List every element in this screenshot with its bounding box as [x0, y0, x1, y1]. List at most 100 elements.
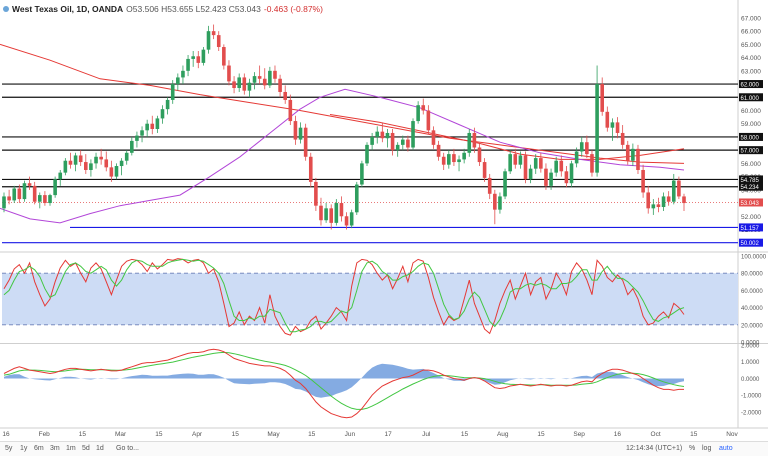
- timeframe-1m[interactable]: 1m: [66, 445, 76, 452]
- candle-body: [671, 180, 676, 202]
- candle-body: [252, 76, 257, 83]
- timeframe-5y[interactable]: 5y: [5, 445, 13, 452]
- candle-body: [63, 160, 68, 173]
- candle-body: [78, 155, 83, 163]
- candle-body: [58, 172, 63, 180]
- candle-body: [477, 147, 482, 163]
- candle-body: [170, 84, 175, 100]
- candle-body: [303, 127, 308, 157]
- price-tick-label: 65.000: [741, 42, 761, 49]
- price-tick-label: 64.000: [741, 55, 761, 62]
- candle-body: [237, 77, 241, 89]
- timeframe-5d[interactable]: 5d: [82, 445, 90, 452]
- timeframe-6m[interactable]: 6m: [34, 445, 44, 452]
- candle-body: [145, 123, 149, 131]
- time-tick-label: 15: [155, 431, 163, 438]
- stoch-k-line: [3, 258, 685, 336]
- candle-body: [32, 185, 37, 202]
- candle-body: [590, 154, 594, 173]
- macd-tick-label: 2.0000: [741, 344, 760, 350]
- candle-body: [549, 172, 553, 186]
- candle-body: [2, 196, 6, 209]
- symbol-title[interactable]: West Texas Oil, 1D, OANDA: [12, 4, 124, 14]
- candle-body: [216, 35, 221, 48]
- candle-body: [452, 154, 456, 163]
- candle-body: [682, 196, 686, 204]
- level-label-box: [739, 132, 763, 141]
- candle-body: [150, 123, 155, 129]
- candle-body: [308, 156, 313, 182]
- time-tick-label: Nov: [726, 431, 738, 438]
- auto-scale-toggle[interactable]: auto: [719, 445, 733, 452]
- time-tick-label: 15: [308, 431, 316, 438]
- timeframe-1d[interactable]: 1d: [96, 445, 104, 452]
- macd-histogram: [4, 363, 684, 398]
- candle-body: [585, 142, 589, 155]
- candle-body: [119, 160, 124, 167]
- candle-body: [416, 105, 420, 122]
- candle-body: [53, 179, 57, 196]
- candle-body: [472, 132, 477, 148]
- last-price-tag: [739, 198, 763, 207]
- time-tick-label: 15: [537, 431, 545, 438]
- candle-body: [27, 183, 32, 186]
- price-change: -0.463 (-0.87%): [263, 4, 323, 14]
- candle-body: [467, 132, 472, 153]
- candle-body: [89, 163, 93, 170]
- timeframe-3m[interactable]: 3m: [50, 445, 60, 452]
- candle-body: [160, 109, 165, 119]
- candle-body: [268, 70, 272, 86]
- candle-body: [360, 163, 364, 185]
- level-label-box: [739, 182, 763, 191]
- time-tick-label: Sep: [573, 431, 585, 438]
- candle-body: [666, 196, 671, 202]
- clock-timezone[interactable]: 12:14:34 (UTC+1): [626, 445, 683, 452]
- macd-tick-label: -2.0000: [741, 410, 762, 416]
- candle-body: [390, 132, 395, 151]
- candle-body: [380, 131, 385, 139]
- time-tick-label: 15: [461, 431, 469, 438]
- level-label-box: [739, 175, 763, 184]
- go-to-date-button[interactable]: Go to...: [116, 445, 139, 452]
- chart-canvas[interactable]: 67.000 66.000 65.000 64.000 63.000 62.000 61.0…: [0, 0, 768, 441]
- time-tick-label: 15: [232, 431, 240, 438]
- candle-body: [595, 84, 599, 173]
- candle-body: [293, 121, 298, 140]
- candle-body: [631, 148, 635, 161]
- time-tick-label: 15: [690, 431, 698, 438]
- candle-body: [523, 155, 528, 180]
- candle-body: [324, 208, 328, 221]
- price-tick-label: 52.000: [741, 214, 761, 221]
- candle-body: [518, 155, 523, 165]
- candle-body: [165, 99, 170, 110]
- ohlc-values: O53.506 H53.655 L52.423 C53.043: [126, 4, 261, 14]
- candle-body: [544, 168, 548, 186]
- percent-scale-toggle[interactable]: %: [689, 445, 696, 452]
- candle-body: [636, 148, 640, 170]
- macd-tick-label: 0.0000: [741, 377, 760, 383]
- candle-body: [37, 195, 42, 202]
- candle-body: [656, 204, 661, 208]
- price-tick-label: 59.000: [741, 121, 761, 128]
- candle-body: [334, 203, 339, 223]
- candle-body: [487, 177, 492, 194]
- candle-body: [278, 78, 282, 92]
- last-price-label: 53.043: [741, 201, 760, 207]
- timeframe-1y[interactable]: 1y: [20, 445, 28, 452]
- candle-body: [559, 160, 564, 172]
- log-scale-toggle[interactable]: log: [702, 445, 712, 452]
- candle-body: [319, 205, 323, 221]
- price-tick-label: 60.000: [741, 108, 761, 115]
- candle-body: [513, 154, 518, 165]
- candle-body: [247, 82, 252, 91]
- candle-body: [564, 171, 569, 184]
- candle-body: [539, 158, 543, 169]
- candle-body: [615, 122, 620, 133]
- level-label: 57.000: [741, 149, 760, 155]
- candle-body: [48, 195, 52, 204]
- time-tick-label: 16: [2, 431, 10, 438]
- candle-body: [411, 121, 415, 148]
- macd-line: [3, 348, 684, 419]
- candle-body: [482, 162, 487, 178]
- candle-body: [94, 156, 98, 164]
